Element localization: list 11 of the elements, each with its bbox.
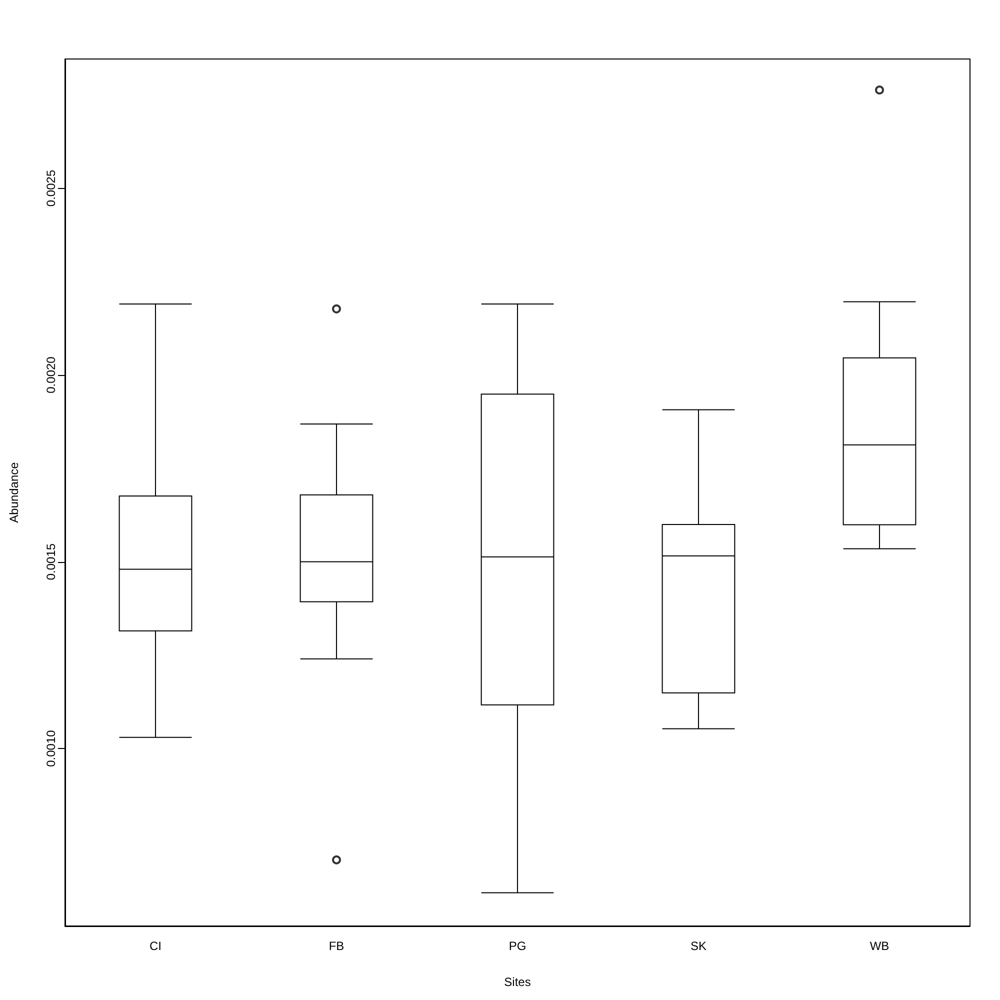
x-tick-label: CI xyxy=(150,939,162,953)
y-tick-label: 0.0025 xyxy=(44,170,58,207)
y-tick-label: 0.0020 xyxy=(44,356,58,394)
x-tick-label: PG xyxy=(508,939,526,953)
y-tick-label: 0.0010 xyxy=(44,730,58,767)
y-tick-label: 0.0015 xyxy=(44,543,58,580)
x-tick-label: SK xyxy=(690,939,707,953)
x-axis-title: Sites xyxy=(504,975,531,989)
x-tick-label: WB xyxy=(870,939,890,953)
x-tick-label: FB xyxy=(328,939,344,953)
y-axis-title: Abundance xyxy=(7,462,21,523)
